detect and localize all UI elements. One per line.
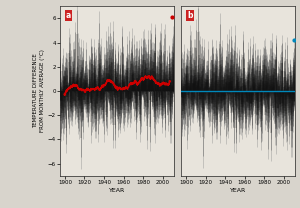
X-axis label: YEAR: YEAR (230, 188, 247, 193)
Text: a: a (66, 11, 71, 20)
X-axis label: YEAR: YEAR (109, 188, 125, 193)
Text: b: b (187, 11, 192, 20)
Y-axis label: TEMPERATURE DIFFERENCE
FROM MONTHLY AVERAGE (°C): TEMPERATURE DIFFERENCE FROM MONTHLY AVER… (33, 50, 45, 132)
